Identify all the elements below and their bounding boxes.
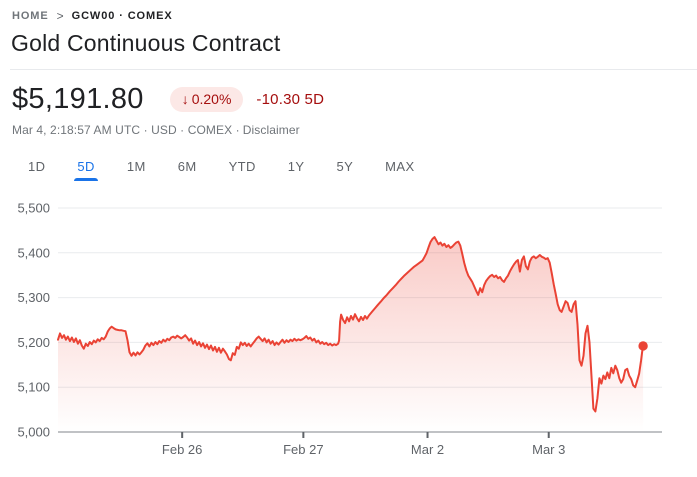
change-percent-badge: ↓ 0.20% xyxy=(169,87,244,112)
x-axis-label: Mar 2 xyxy=(411,442,444,457)
y-axis-label: 5,100 xyxy=(17,380,50,395)
x-axis-label: Mar 3 xyxy=(532,442,565,457)
x-axis-label: Feb 27 xyxy=(283,442,323,457)
header-divider xyxy=(10,69,697,70)
disclaimer-link[interactable]: Disclaimer xyxy=(242,123,300,137)
y-axis-label: 5,500 xyxy=(17,201,50,216)
change-amount: -10.30 5D xyxy=(256,91,325,108)
page-title: Gold Continuous Contract xyxy=(11,30,281,56)
y-axis-label: 5,400 xyxy=(17,245,50,260)
chevron-right-icon: > xyxy=(56,9,64,23)
tab-1d[interactable]: 1D xyxy=(28,154,45,182)
tab-6m[interactable]: 6M xyxy=(178,154,197,182)
breadcrumb-home-link[interactable]: HOME xyxy=(12,10,49,22)
tab-5y[interactable]: 5Y xyxy=(336,154,353,182)
y-axis-label: 5,200 xyxy=(17,335,50,350)
current-price: $5,191.80 xyxy=(12,83,144,115)
area-fill xyxy=(58,237,644,432)
tab-ytd[interactable]: YTD xyxy=(229,154,256,182)
quote-meta-row: Mar 4, 2:18:57 AM UTC · USD · COMEX · Dis… xyxy=(12,123,300,137)
breadcrumb-symbol: GCW00 · COMEX xyxy=(71,10,173,22)
price-chart[interactable]: 5,500 5,400 5,300 5,200 5,100 5,000 Feb 26 Feb … xyxy=(0,195,697,472)
tab-1m[interactable]: 1M xyxy=(127,154,146,182)
tab-max[interactable]: MAX xyxy=(385,154,414,182)
price-chart-svg[interactable]: 5,500 5,400 5,300 5,200 5,100 5,000 Feb 26 Feb … xyxy=(0,195,697,472)
tab-1y[interactable]: 1Y xyxy=(288,154,305,182)
last-price-dot xyxy=(638,341,648,351)
price-line xyxy=(57,236,645,413)
change-percent: 0.20% xyxy=(191,91,232,107)
arrow-down-icon: ↓ xyxy=(181,91,189,107)
range-tabs: 1D 5D 1M 6M YTD 1Y 5Y MAX xyxy=(28,154,415,182)
breadcrumb: HOME > GCW00 · COMEX xyxy=(12,9,173,23)
y-axis-label: 5,000 xyxy=(17,425,50,440)
x-axis-label: Feb 26 xyxy=(162,442,202,457)
quote-meta: Mar 4, 2:18:57 AM UTC · USD · COMEX · xyxy=(12,123,240,137)
y-axis-label: 5,300 xyxy=(17,290,50,305)
quote-summary: $5,191.80 ↓ 0.20% -10.30 5D xyxy=(12,83,324,116)
tab-5d[interactable]: 5D xyxy=(74,154,99,182)
